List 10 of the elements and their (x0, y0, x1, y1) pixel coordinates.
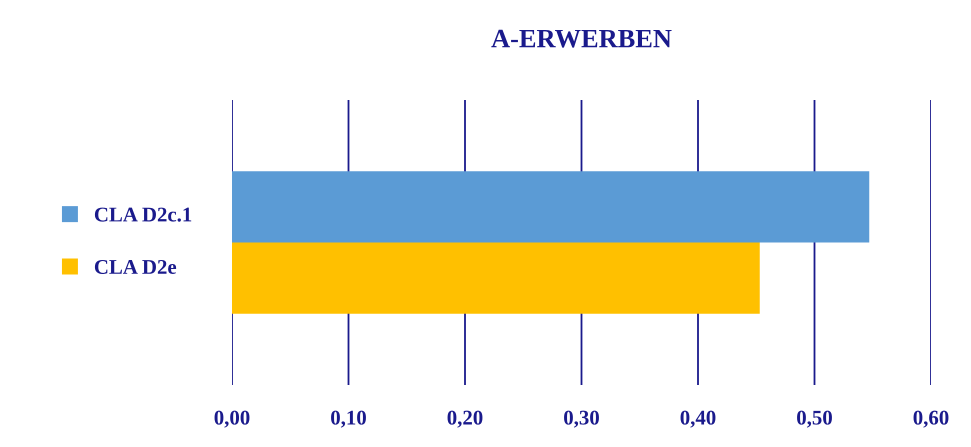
legend-label: CLA D2c.1 (94, 208, 192, 222)
legend-label: CLA D2e (94, 260, 176, 274)
x-tick-label: 0,40 (680, 410, 716, 428)
x-tick-label: 0,20 (448, 410, 482, 428)
x-tick-label: 0,60 (914, 410, 948, 428)
x-tick-label: 0,30 (564, 410, 599, 428)
x-tick-label: 0,50 (797, 410, 832, 428)
chart-title: A-ERWERBEN (491, 30, 672, 48)
x-tick-label: 0,00 (214, 410, 250, 428)
x-tick-label: 0,10 (331, 410, 366, 428)
